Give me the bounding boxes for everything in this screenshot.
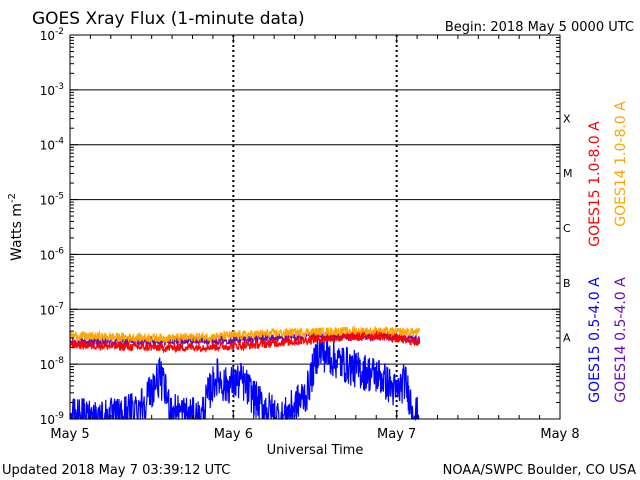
x-tick-label: May 6 [214,427,253,442]
y-axis-ticks: 10-910-810-710-610-510-410-310-2 [40,27,560,427]
flare-class-label: M [563,167,573,180]
y-tick-mantissa: 10 [40,413,55,427]
series-line [69,324,421,345]
flare-class-label: X [563,112,571,125]
y-axis-label-text: Watts m [9,203,25,261]
y-tick-exponent: -6 [55,246,64,256]
y-tick-exponent: -8 [55,356,64,366]
y-tick-exponent: -5 [55,192,64,202]
grid-lines [70,89,560,365]
y-tick-label: 10-2 [40,27,64,43]
y-tick-mantissa: 10 [40,84,55,98]
y-tick-mantissa: 10 [40,194,55,208]
flare-class-label: B [563,277,571,290]
flare-class-label: C [563,222,571,235]
y-tick-mantissa: 10 [40,248,55,262]
legend-entry: GOES14 0.5-4.0 A [613,277,629,403]
y-tick-mantissa: 10 [40,139,55,153]
flare-class-label: A [563,332,571,345]
y-tick-exponent: -9 [55,411,64,421]
y-tick-exponent: -7 [55,301,64,311]
y-tick-exponent: -4 [55,137,64,147]
y-tick-mantissa: 10 [40,358,55,372]
x-axis-ticks: May 5 May 6 May 7 May 8 [50,35,580,442]
updated-timestamp: Updated 2018 May 7 03:39:12 UTC [2,463,230,478]
y-axis-label-exponent: -2 [7,193,18,203]
x-tick-label: May 7 [377,427,416,442]
y-tick-label: 10-6 [40,246,65,262]
legend-entry: GOES15 0.5-4.0 A [587,277,603,403]
day-separators [232,35,398,419]
y-tick-label: 10-4 [40,137,65,153]
x-tick-label: May 5 [50,427,89,442]
y-tick-label: 10-8 [40,356,65,372]
x-axis-label: Universal Time [267,443,364,458]
begin-label: Begin: 2018 May 5 0000 UTC [445,20,634,35]
series-group [69,324,421,422]
y-tick-mantissa: 10 [40,29,55,43]
legend: GOES15 1.0-8.0 A GOES14 1.0-8.0 A GOES15 0… [587,101,629,403]
flare-class-labels: A B C M X [563,112,573,344]
y-tick-exponent: -2 [55,27,64,37]
y-tick-exponent: -3 [55,82,64,92]
y-axis-label: Watts m-2 [7,193,25,261]
y-tick-label: 10-7 [40,301,64,317]
y-tick-label: 10-3 [40,82,64,98]
legend-entry: GOES15 1.0-8.0 A [587,121,603,247]
y-tick-mantissa: 10 [40,303,55,317]
chart-title: GOES Xray Flux (1-minute data) [32,9,305,29]
legend-entry: GOES14 1.0-8.0 A [613,101,629,227]
y-tick-label: 10-9 [40,411,65,427]
series-line [69,337,420,422]
y-tick-label: 10-5 [40,192,64,208]
credit-label: NOAA/SWPC Boulder, CO USA [443,463,636,478]
x-tick-label: May 8 [540,427,579,442]
series-line [69,329,420,354]
